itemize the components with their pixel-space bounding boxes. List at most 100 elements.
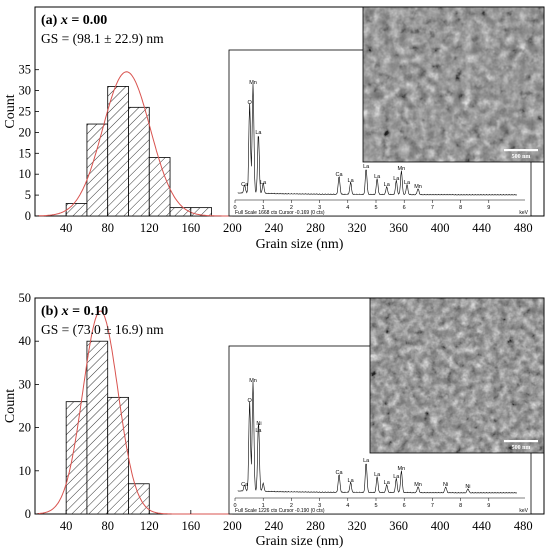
eds-unit-label: keV — [519, 210, 528, 216]
panel-b: 40 80 120 160 200 240 280 320 360 400 440 480010203… — [3, 291, 545, 549]
x-axis-label: Grain size (nm) — [256, 237, 344, 252]
x-tick-label: 240 — [265, 519, 284, 533]
eds-tick-label: 7 — [431, 205, 434, 211]
x-tick-label: 360 — [389, 519, 408, 533]
eds-element-label: Mn — [414, 482, 422, 488]
eds-tick-label: 5 — [374, 205, 377, 211]
eds-tick-label: 3 — [318, 205, 321, 211]
y-axis-label: Count — [3, 389, 18, 423]
eds-spectrum-line — [237, 83, 517, 196]
histogram-bar — [169, 207, 192, 217]
eds-tick-label: 8 — [459, 205, 462, 211]
sem-micrograph: 500 nm — [369, 297, 545, 454]
sem-micrograph: 500 nm — [362, 6, 545, 163]
y-tick-label: 30 — [19, 377, 32, 391]
x-tick-label: 240 — [265, 221, 284, 235]
eds-element-label: Ni — [256, 421, 261, 427]
x-axis-label: Grain size (nm) — [256, 534, 344, 549]
eds-tick-label: 6 — [403, 503, 406, 509]
x-tick-label: 160 — [181, 519, 200, 533]
eds-tick-label: 0 — [233, 503, 236, 509]
eds-element-label: Ca — [241, 182, 249, 188]
eds-element-label: Mn — [249, 378, 257, 384]
y-axis-label: Count — [3, 94, 18, 128]
eds-tick-label: 1 — [262, 205, 265, 211]
eds-tick-label: 0 — [233, 205, 236, 211]
eds-element-label: Ni — [465, 484, 470, 490]
histogram-bar — [65, 203, 88, 217]
x-tick-label: 480 — [514, 221, 533, 235]
sem-texture — [370, 298, 544, 453]
panel-label: (b) x = 0.10 — [41, 304, 108, 319]
eds-element-label: La — [384, 182, 391, 188]
x-tick-label: 200 — [223, 221, 242, 235]
eds-element-label: La — [255, 428, 262, 434]
eds-element-label: Mn — [414, 184, 422, 190]
x-tick-label: 280 — [306, 519, 325, 533]
x-tick-label: 80 — [101, 221, 114, 235]
x-tick-label: 440 — [472, 519, 491, 533]
eds-element-label: Ca — [336, 470, 344, 476]
eds-element-label: La — [393, 474, 400, 480]
sem-texture — [363, 7, 544, 162]
scale-bar-label: 500 nm — [512, 445, 531, 451]
y-tick-label: 20 — [19, 125, 32, 139]
x-tick-label: 40 — [60, 519, 73, 533]
y-tick-label: 15 — [19, 146, 32, 160]
grain-size-text: GS = (73.0 ± 16.9) nm — [41, 322, 164, 337]
gaussian-fit-curve — [37, 310, 233, 515]
eds-element-label: La — [348, 178, 355, 184]
eds-tick-label: 2 — [290, 503, 293, 509]
eds-tick-label: 2 — [290, 205, 293, 211]
eds-element-label: La — [374, 174, 381, 180]
eds-element-label: O — [248, 100, 253, 106]
eds-element-label: Mn — [249, 80, 257, 86]
y-tick-label: 5 — [25, 188, 31, 202]
histogram-bar — [107, 86, 129, 217]
x-tick-label: 440 — [472, 221, 491, 235]
x-tick-label: 120 — [140, 221, 159, 235]
eds-spectrum-line — [237, 381, 517, 494]
x-tick-label: 400 — [431, 221, 450, 235]
eds-unit-label: keV — [519, 508, 528, 514]
x-tick-label: 80 — [101, 519, 114, 533]
eds-element-label: O — [248, 398, 253, 404]
y-tick-label: 20 — [19, 421, 32, 435]
eds-element-label: Ca — [241, 482, 249, 488]
eds-tick-label: 9 — [487, 205, 490, 211]
eds-element-label: Mn — [398, 166, 406, 172]
x-tick-label: 160 — [181, 221, 200, 235]
y-tick-label: 10 — [19, 464, 32, 478]
histogram-bar — [86, 340, 109, 515]
y-tick-label: 0 — [25, 209, 31, 223]
eds-tick-label: 1 — [262, 503, 265, 509]
panel-a: 40 80 120 160 200 240 280 320 360 400 440 480051015… — [3, 6, 545, 252]
eds-element-label: La — [255, 130, 262, 136]
histogram-bar — [128, 106, 150, 217]
eds-tick-label: 4 — [346, 205, 349, 211]
y-tick-label: 50 — [19, 291, 32, 305]
eds-element-label: La — [363, 164, 370, 170]
scale-bar — [504, 149, 538, 152]
histogram-bar — [128, 483, 150, 515]
eds-tick-label: 9 — [487, 503, 490, 509]
histogram-bar — [107, 396, 129, 515]
eds-element-label: La — [374, 472, 381, 478]
x-tick-label: 120 — [140, 519, 159, 533]
eds-element-label: Ni — [443, 482, 448, 488]
y-tick-label: 35 — [19, 63, 32, 77]
eds-tick-label: 5 — [374, 503, 377, 509]
x-tick-label: 40 — [60, 221, 73, 235]
y-tick-label: 40 — [19, 334, 32, 348]
sem-frame — [362, 6, 545, 163]
eds-tick-label: 3 — [318, 503, 321, 509]
scale-bar — [504, 440, 538, 443]
x-tick-label: 320 — [348, 519, 367, 533]
x-tick-label: 320 — [348, 221, 367, 235]
y-tick-label: 10 — [19, 167, 32, 181]
y-tick-label: 0 — [25, 507, 31, 521]
gaussian-fit-curve — [37, 71, 233, 217]
eds-element-label: La — [363, 458, 370, 464]
eds-footer: Full Scale 1226 cts Cursor -0.190 (0 cts… — [235, 508, 325, 514]
